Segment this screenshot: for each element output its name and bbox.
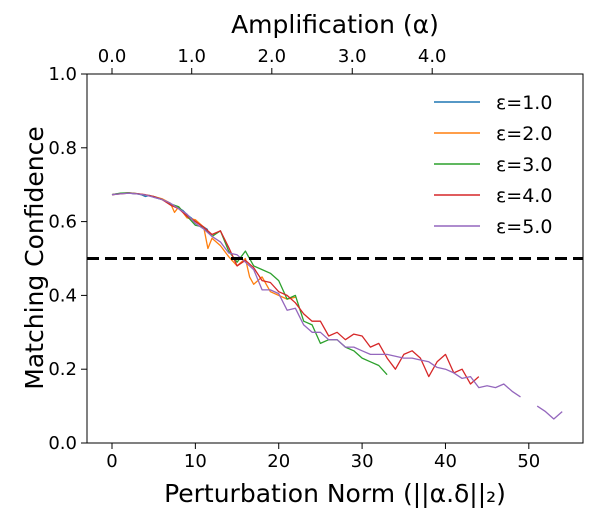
y-axis: 0.0 0.2 0.4 0.6 0.8 1.0 <box>48 64 87 454</box>
top-tick-label: 0.0 <box>98 46 127 67</box>
y-tick-label: 0.6 <box>48 212 77 233</box>
plot-lines <box>111 192 563 420</box>
legend-label-5: ε=5.0 <box>496 216 552 238</box>
y-axis-title: Matching Confidence <box>20 126 49 389</box>
legend-label-2: ε=2.0 <box>496 123 552 145</box>
series-line-2 <box>111 192 296 300</box>
series-line-4 <box>111 192 480 385</box>
top-x-axis: 0.0 1.0 2.0 3.0 4.0 <box>98 46 447 74</box>
x-tick-label: 20 <box>267 451 290 472</box>
y-tick-label: 0.2 <box>48 359 77 380</box>
series-line-5 <box>111 192 563 420</box>
legend-label-4: ε=4.0 <box>496 185 552 207</box>
y-tick-label: 0.4 <box>48 285 77 306</box>
x-axis-title: Perturbation Norm (||α.δ||₂) <box>164 479 506 508</box>
plot-frame <box>86 73 584 444</box>
legend-label-1: ε=1.0 <box>496 92 552 114</box>
legend: ε=1.0 ε=2.0 ε=3.0 ε=4.0 ε=5.0 <box>434 92 552 238</box>
top-tick-label: 3.0 <box>338 46 367 67</box>
x-tick-label: 50 <box>517 451 540 472</box>
top-tick-label: 2.0 <box>257 46 286 67</box>
top-axis-title: Amplification (α) <box>231 10 439 39</box>
top-tick-label: 1.0 <box>177 46 206 67</box>
bottom-x-axis: 0 10 20 30 40 50 <box>106 443 540 472</box>
x-tick-label: 0 <box>106 451 117 472</box>
x-tick-label: 40 <box>434 451 457 472</box>
x-tick-label: 10 <box>184 451 207 472</box>
legend-label-3: ε=3.0 <box>496 154 552 176</box>
x-tick-label: 30 <box>351 451 374 472</box>
y-tick-label: 0.0 <box>48 433 77 454</box>
y-tick-label: 1.0 <box>48 64 77 85</box>
top-tick-label: 4.0 <box>418 46 447 67</box>
y-tick-label: 0.8 <box>48 138 77 159</box>
